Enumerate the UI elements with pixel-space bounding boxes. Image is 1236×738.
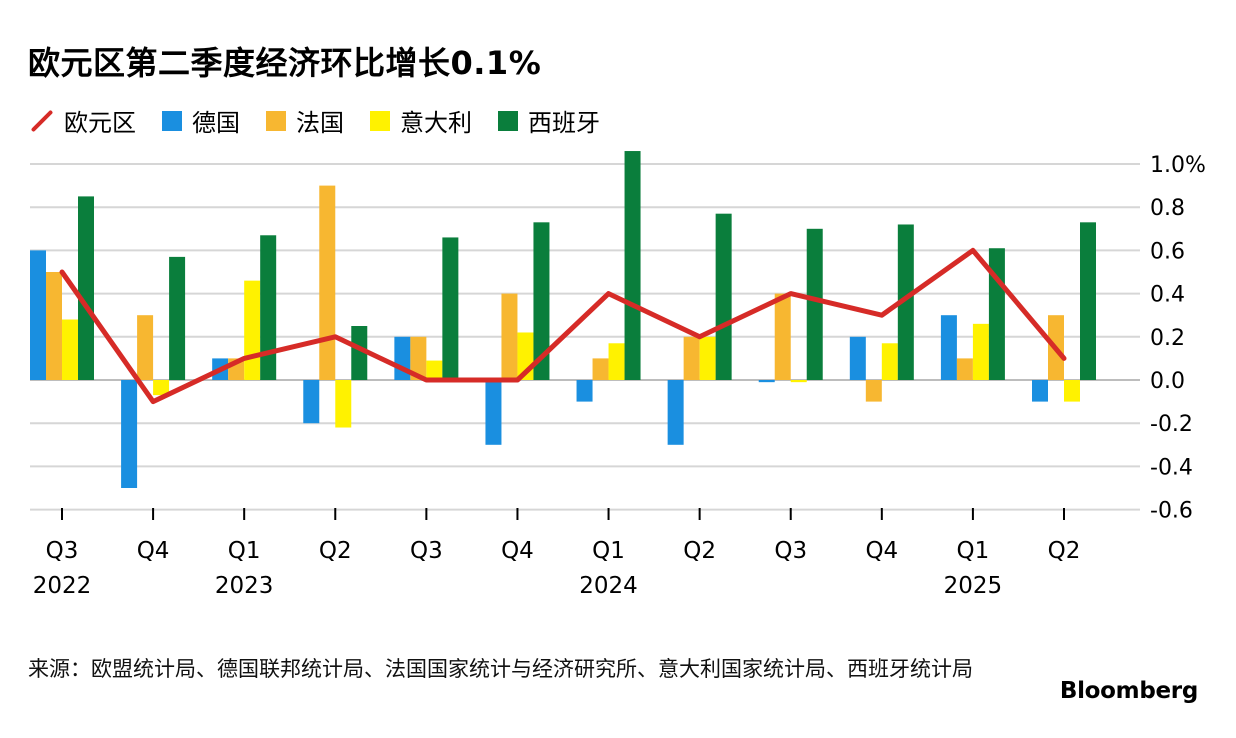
y-tick-label: 0.2 [1150,326,1185,351]
bar-3-6 [624,151,641,380]
bar-1-0 [46,272,62,380]
y-tick-label: 0.4 [1150,283,1185,308]
bar-2-1 [153,380,170,396]
legend-item-italy: 意大利 [370,103,472,138]
legend-swatch-italy [370,110,390,131]
bar-1-3 [319,185,336,380]
x-year-label: 2025 [944,573,1003,599]
bar-3-2 [260,235,277,380]
legend-item-france: 法国 [266,103,344,138]
legend-item-spain: 西班牙 [498,103,600,138]
y-tick-label: 0.8 [1150,196,1185,221]
legend-label-italy: 意大利 [400,109,472,137]
bar-3-5 [533,222,550,380]
chart-title: 欧元区第二季度经济环比增长0.1% [28,44,542,82]
bar-0-5 [485,380,502,445]
bar-1-10 [956,358,973,380]
legend-label-spain: 西班牙 [528,109,600,137]
bar-3-7 [715,213,732,380]
source-note: 来源：欧盟统计局、德国联邦统计局、法国国家统计与经济研究所、意大利国家统计局、西… [28,657,973,681]
bar-2-2 [244,280,261,380]
bar-3-0 [78,196,94,380]
y-tick-label: -0.2 [1150,412,1193,437]
bar-0-10 [940,315,957,380]
x-tick-label: Q1 [957,538,990,564]
x-year-label: 2023 [215,573,274,599]
bar-1-1 [137,315,154,380]
bar-2-0 [62,319,78,380]
x-year-label: 2024 [579,573,638,599]
bar-0-8 [758,380,775,383]
bar-3-8 [806,228,823,380]
legend-swatch-germany [162,110,182,131]
legend-swatch-france [266,110,286,131]
x-tick-label: Q1 [228,538,261,564]
legend-label-germany: 德国 [192,109,240,137]
x-tick-label: Q3 [774,538,807,564]
bar-0-6 [576,380,593,402]
bar-0-1 [121,380,138,488]
bar-0-3 [303,380,320,424]
x-tick-label: Q4 [137,538,170,564]
y-tick-label: 0.6 [1150,239,1185,264]
bar-1-7 [683,336,700,380]
bar-3-1 [169,256,186,380]
legend-swatch-euro [30,109,54,133]
bar-2-3 [335,380,352,428]
bar-line-chart: 1.0% 0.8 0.6 0.4 0.2 0.0 -0.2 -0.4 -0.6 Q3 Q4 Q1 Q2 Q… [30,151,1206,599]
bar-2-11 [1064,380,1080,402]
bar-0-0 [30,250,46,380]
x-tick-label: Q3 [410,538,443,564]
legend-swatch-spain [498,110,518,131]
legend-label-france: 法国 [296,109,344,137]
x-tick-label: Q2 [319,538,352,564]
y-tick-label: 1.0% [1150,153,1206,178]
x-tick-label: Q3 [46,538,79,564]
bar-0-9 [849,336,866,380]
x-tick-label: Q2 [1048,538,1081,564]
x-year-label: 2022 [33,573,92,599]
y-tick-label: -0.4 [1150,455,1193,480]
legend: 欧元区 德国 法国 意大利 西班牙 [30,103,600,138]
bar-2-9 [881,343,898,380]
bar-1-5 [501,293,518,380]
y-tick-label: -0.6 [1150,499,1193,524]
bar-3-10 [988,248,1005,380]
legend-label-euro: 欧元区 [64,109,136,137]
bar-0-7 [667,380,684,445]
x-tick-label: Q4 [501,538,534,564]
bar-2-7 [699,336,716,380]
bar-3-9 [897,224,914,380]
x-tick-label: Q1 [592,538,625,564]
bar-2-6 [608,343,625,380]
bar-1-9 [865,380,882,402]
bar-2-4 [426,360,443,380]
bar-2-8 [790,380,807,383]
legend-item-germany: 德国 [162,103,240,138]
legend-item-euro: 欧元区 [30,103,136,138]
bar-0-11 [1032,380,1048,402]
x-tick-label: Q4 [865,538,898,564]
bar-1-6 [592,358,609,380]
bloomberg-logo: Bloomberg [1059,678,1198,704]
bar-3-4 [442,237,459,380]
bar-2-10 [972,323,989,380]
bar-3-11 [1080,222,1096,380]
y-tick-label: 0.0 [1150,369,1185,394]
euro-area-line [59,247,1067,405]
bar-1-4 [410,336,427,380]
x-tick-label: Q2 [683,538,716,564]
bar-1-8 [774,293,791,380]
bar-3-3 [351,326,368,380]
